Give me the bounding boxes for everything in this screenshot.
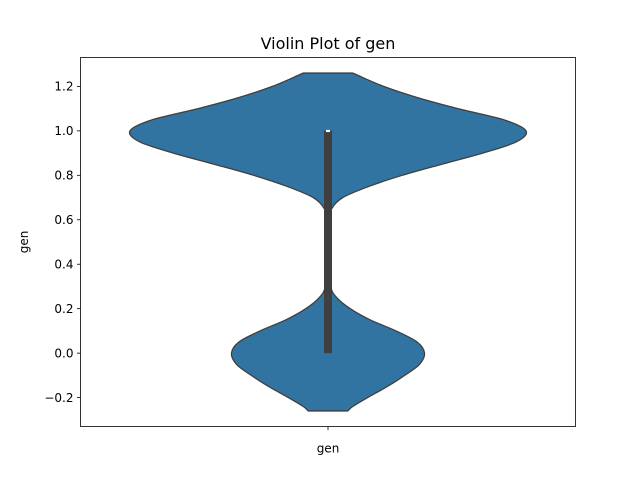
y-tick-label: 0.2 — [54, 302, 73, 316]
y-axis: −0.2 0.0 0.2 0.4 0.6 0.8 1.0 1.2 — [44, 80, 81, 405]
y-tick-label: 0.6 — [54, 213, 73, 227]
y-axis-label: gen — [17, 231, 31, 254]
chart-title: Violin Plot of gen — [261, 34, 396, 53]
y-tick-label: 0.0 — [54, 346, 73, 360]
violin-median-marker — [326, 129, 330, 133]
y-tick-label: −0.2 — [44, 391, 73, 405]
y-tick-label: 0.8 — [54, 169, 73, 183]
violin-iqr-box — [324, 130, 332, 354]
y-tick-label: 1.0 — [54, 124, 73, 138]
x-tick-label: gen — [317, 442, 340, 456]
plot-area — [128, 72, 528, 412]
x-axis: gen — [317, 426, 340, 456]
y-tick-label: 1.2 — [54, 80, 73, 94]
y-tick-label: 0.4 — [54, 257, 73, 271]
plot-frame — [80, 57, 576, 427]
